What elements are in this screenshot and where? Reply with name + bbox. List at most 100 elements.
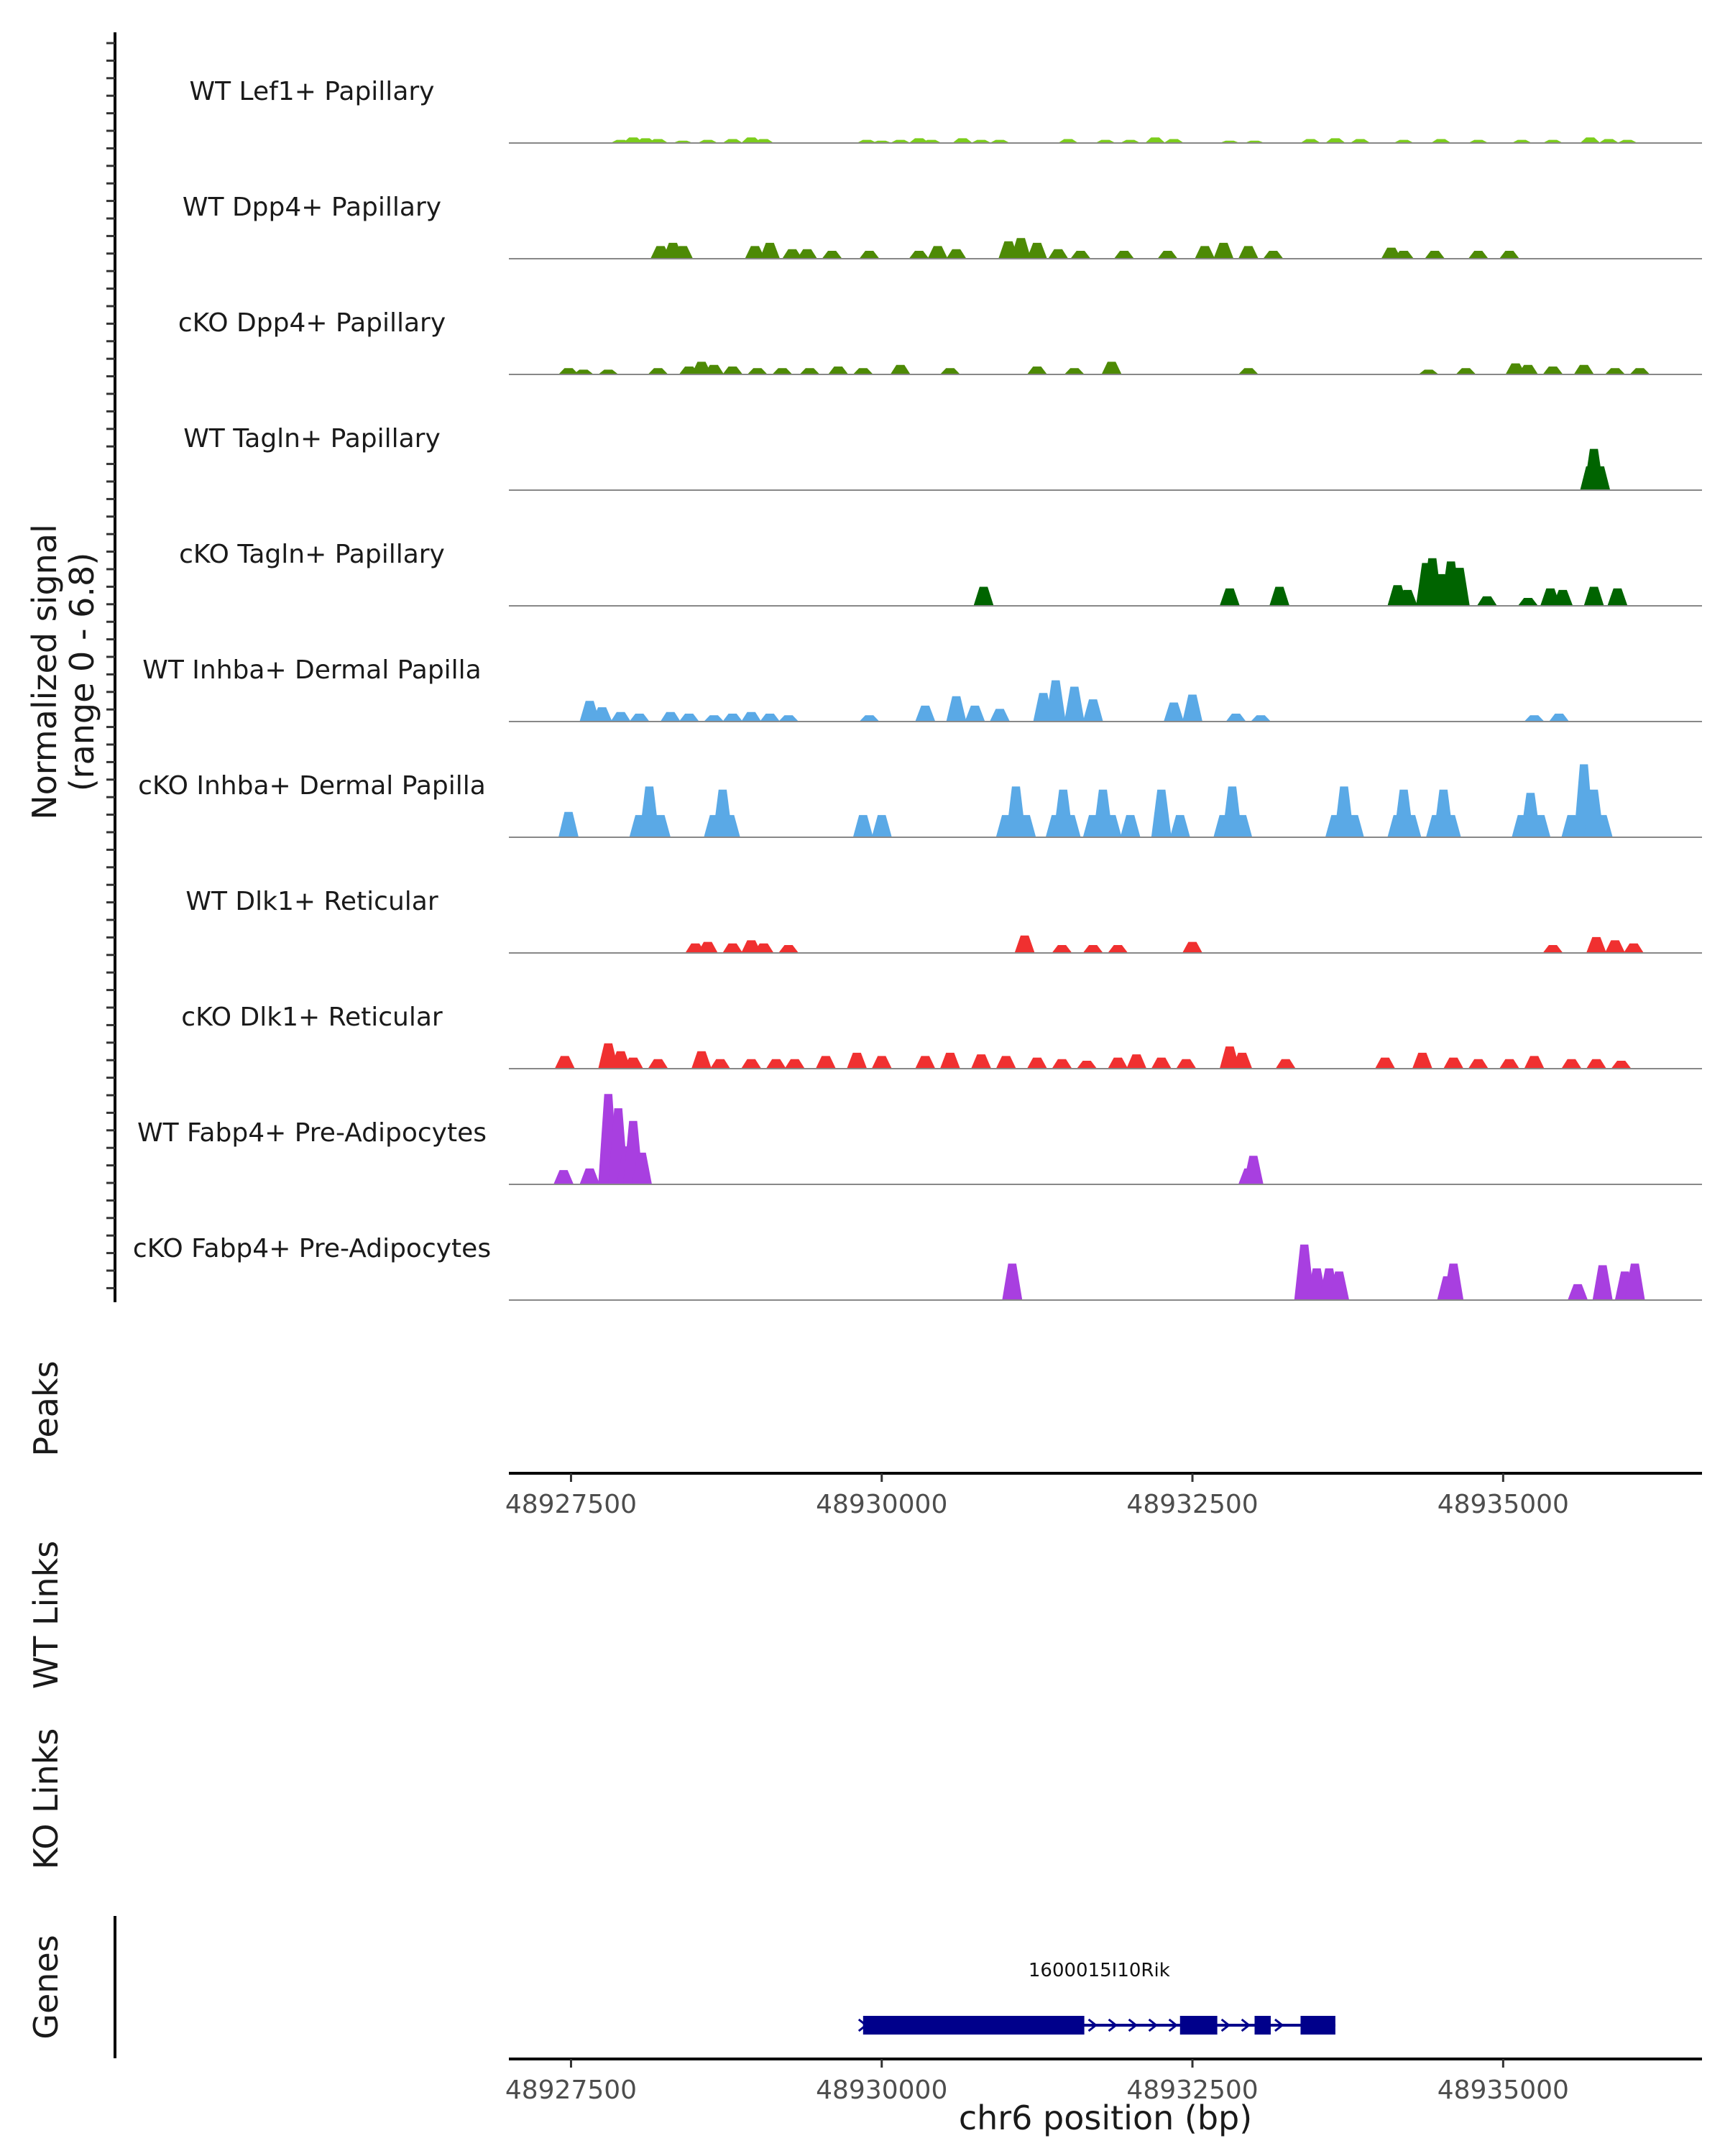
coverage-peak (722, 367, 743, 374)
coverage-peak (1468, 1059, 1489, 1069)
coverage-peak (859, 715, 880, 722)
coverage-peak (1568, 1284, 1588, 1300)
coverage-peak (1064, 368, 1085, 374)
coverage-peak (1607, 588, 1628, 606)
coverage-track: WT Dpp4+ Papillary (183, 193, 1702, 259)
x-tick-label: 48932500 (1126, 1490, 1258, 1519)
coverage-peak (1512, 139, 1532, 143)
coverage-peak (908, 251, 929, 259)
coverage-peak (579, 1168, 600, 1184)
coverage-peak (753, 139, 774, 143)
strand-arrow (1108, 2018, 1118, 2032)
coverage-peak (1394, 251, 1414, 259)
x-axis-title: chr6 position (bp) (959, 2099, 1252, 2137)
coverage-peak (1617, 139, 1638, 143)
coverage-peak (1397, 589, 1418, 606)
coverage-peak (1499, 251, 1519, 259)
coverage-peak (1108, 945, 1128, 953)
coverage-peak (971, 1054, 992, 1069)
strand-arrow (1168, 2018, 1179, 2032)
coverage-peak (1430, 139, 1451, 143)
coverage-track: cKO Dlk1+ Reticular (181, 1003, 1702, 1069)
coverage-peak (927, 246, 948, 259)
coverage-peak (1542, 367, 1563, 374)
coverage-peak (648, 368, 668, 374)
gene-exon (1300, 2016, 1335, 2035)
coverage-peak (722, 139, 743, 143)
coverage-peak (1586, 936, 1606, 953)
coverage-peak (946, 696, 967, 722)
coverage-peak (1182, 941, 1202, 953)
coverage-peak (1070, 251, 1091, 259)
coverage-peak (857, 139, 877, 143)
y-axis-range: (range 0 - 6.8) (63, 553, 101, 792)
coverage-peak (1455, 368, 1476, 374)
strand-arrow (1148, 2018, 1159, 2032)
gene-exon (1254, 2016, 1271, 2035)
coverage-peak (990, 139, 1010, 143)
coverage-peak (745, 246, 765, 259)
coverage-peak (1157, 251, 1178, 259)
coverage-peak (1524, 715, 1545, 722)
coverage-peak (648, 139, 668, 143)
coverage-peak (1440, 815, 1461, 837)
coverage-peak (778, 715, 799, 722)
coverage-peak (1026, 367, 1047, 374)
coverage-peak (554, 1056, 575, 1069)
coverage-peak (971, 139, 992, 143)
y-axis-title: Normalized signal (25, 524, 64, 820)
coverage-peak (1583, 586, 1604, 606)
coverage-peak (1476, 596, 1497, 606)
coverage-peak (592, 707, 612, 722)
coverage-peak (847, 1052, 868, 1069)
strand-arrow (1274, 2018, 1284, 2032)
coverage-peak (822, 251, 842, 259)
coverage-peak (1026, 242, 1047, 259)
coverage-peak (1014, 935, 1035, 953)
coverage-peak (778, 945, 799, 953)
coverage-peak (673, 246, 694, 259)
track-label: cKO Dlk1+ Reticular (181, 1003, 443, 1032)
coverage-peak (784, 1059, 805, 1069)
coverage-peak (852, 368, 873, 374)
coverage-peak (722, 943, 743, 953)
strand-arrow (1241, 2018, 1251, 2032)
coverage-peak (1238, 246, 1259, 259)
coverage-peak (921, 139, 942, 143)
coverage-peak (1412, 1052, 1432, 1069)
coverage-peak (1026, 1057, 1047, 1069)
coverage-peak (1552, 589, 1573, 606)
coverage-peak (1394, 139, 1414, 143)
coverage-peak (915, 705, 936, 722)
coverage-peak (1145, 137, 1166, 143)
coverage-peak (660, 711, 681, 722)
peaks-panel: Peaks 48927500 48930000 48932500 48935000 (27, 1360, 1702, 1519)
coverage-peak (1580, 137, 1601, 143)
coverage-peak (632, 1152, 652, 1184)
coverage-peak (678, 714, 699, 722)
coverage-track: cKO Inhba+ Dermal Papilla (138, 764, 1702, 838)
coverage-peak (1499, 1059, 1519, 1069)
coverage-peak (553, 1170, 574, 1184)
coverage-peak (1269, 586, 1290, 606)
strand-arrow (1087, 2018, 1098, 2032)
coverage-peak (1586, 1059, 1606, 1069)
strand-arrow (857, 2018, 868, 2032)
coverage-peak (952, 138, 973, 143)
coverage-peak (1052, 1059, 1072, 1069)
coverage-peak (558, 368, 579, 374)
coverage-peak (1592, 1265, 1613, 1300)
coverage-tracks: WT Lef1+ Papillary WT Dpp4+ Papillary cKO … (133, 77, 1702, 1301)
coverage-peak (890, 139, 911, 143)
track-label: cKO Inhba+ Dermal Papilla (138, 771, 486, 801)
coverage-peak (1232, 1052, 1253, 1069)
coverage-track: cKO Fabp4+ Pre-Adipocytes (133, 1234, 1702, 1301)
coverage-peak (859, 251, 880, 259)
coverage-peak (1151, 1057, 1172, 1069)
wt-links-label: WT Links (27, 1541, 65, 1689)
coverage-peak (697, 139, 718, 143)
gene-exon (1179, 2016, 1218, 2035)
track-label: cKO Fabp4+ Pre-Adipocytes (133, 1234, 491, 1263)
track-label: WT Lef1+ Papillary (190, 77, 435, 106)
coverage-peak (1425, 251, 1445, 259)
